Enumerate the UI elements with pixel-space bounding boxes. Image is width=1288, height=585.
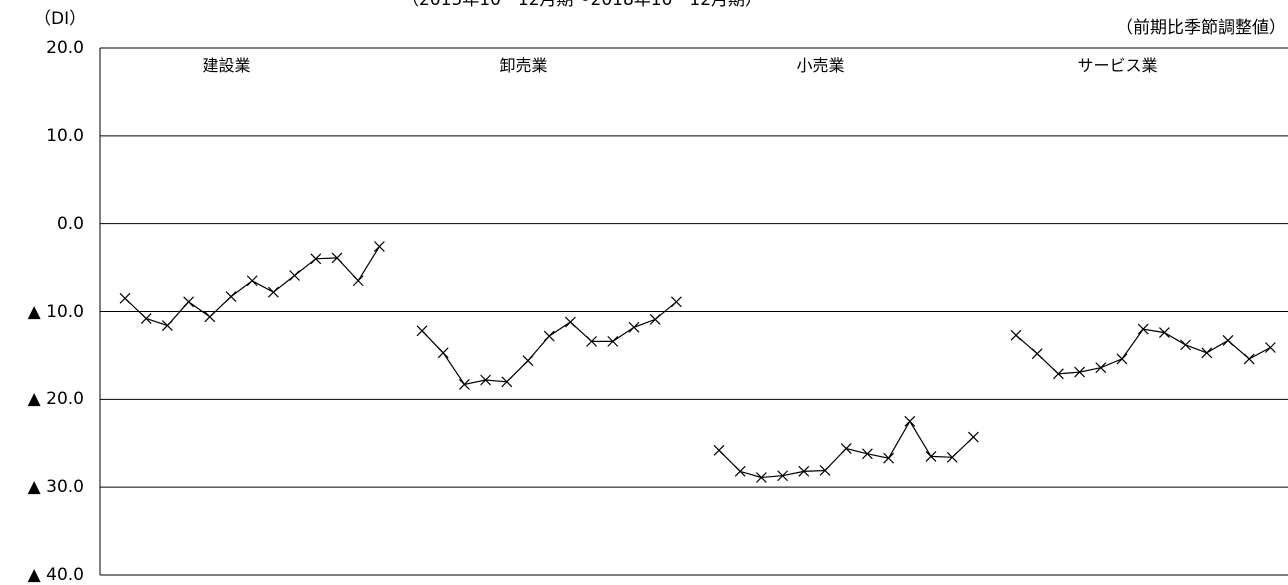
data-point-0-7	[267, 286, 279, 298]
y-tick-label: ▲ 20.0	[27, 389, 84, 410]
data-point-1-7	[564, 316, 576, 328]
y-tick-label: 10.0	[46, 125, 84, 146]
data-point-1-5	[522, 355, 534, 367]
data-point-2-11	[946, 451, 958, 463]
value-note: （前期比季節調整値）	[1116, 18, 1286, 38]
data-point-0-5	[225, 291, 237, 302]
data-point-2-7	[861, 448, 873, 460]
y-tick-label: ▲ 40.0	[27, 565, 84, 585]
data-point-0-4	[204, 311, 216, 323]
data-point-3-2	[1052, 368, 1064, 380]
data-point-1-12	[670, 296, 682, 308]
data-point-0-3	[183, 296, 195, 308]
data-point-3-10	[1222, 335, 1234, 346]
data-point-3-8	[1180, 339, 1192, 351]
data-point-1-8	[586, 335, 598, 347]
data-point-3-5	[1116, 353, 1128, 365]
data-point-1-3	[480, 374, 492, 386]
data-point-2-8	[883, 452, 895, 464]
data-point-2-6	[840, 443, 852, 454]
data-point-0-6	[246, 275, 258, 287]
data-point-3-1	[1031, 348, 1043, 360]
data-point-3-6	[1137, 323, 1149, 335]
y-tick-label: ▲ 30.0	[27, 477, 84, 498]
data-point-3-9	[1201, 347, 1213, 359]
data-point-1-11	[649, 313, 661, 325]
data-point-0-9	[310, 253, 322, 265]
data-point-3-7	[1158, 327, 1170, 339]
data-point-0-11	[352, 275, 364, 287]
data-point-2-0	[713, 444, 725, 456]
data-point-3-11	[1243, 353, 1255, 365]
data-point-1-4	[501, 376, 513, 388]
data-point-3-4	[1095, 362, 1107, 374]
data-point-2-3	[777, 470, 789, 482]
chart-subtitle: （2015年10－12月期～2018年10－12月期）	[402, 0, 763, 10]
y-tick-label: ▲ 10.0	[27, 301, 84, 322]
data-point-1-6	[543, 330, 555, 342]
data-point-1-10	[628, 321, 640, 333]
series-line-2	[718, 420, 974, 479]
panel-label: 小売業	[796, 56, 845, 75]
data-point-1-9	[607, 335, 619, 347]
y-tick-label: 0.0	[56, 213, 84, 234]
data-point-1-1	[437, 347, 449, 359]
data-point-2-12	[967, 431, 979, 443]
panel-label: 建設業	[202, 56, 251, 75]
data-point-3-12	[1264, 342, 1276, 353]
data-point-0-2	[161, 320, 173, 331]
data-point-0-1	[140, 313, 152, 324]
data-point-0-0	[119, 292, 131, 304]
data-point-3-3	[1074, 366, 1086, 378]
data-point-1-0	[416, 325, 428, 337]
data-point-2-10	[925, 451, 937, 462]
data-point-2-4	[798, 465, 810, 477]
data-point-0-10	[331, 252, 343, 264]
series-line-1	[421, 301, 677, 386]
panel-label: サービス業	[1077, 56, 1158, 75]
data-point-2-1	[734, 465, 746, 477]
data-point-2-5	[819, 465, 831, 476]
series-line-0	[124, 246, 380, 327]
panel-label: 卸売業	[499, 56, 548, 75]
data-point-2-2	[755, 472, 767, 483]
data-point-1-2	[458, 378, 470, 390]
y-axis-unit: （DI）	[34, 9, 87, 29]
data-point-3-0	[1010, 329, 1022, 341]
data-point-0-8	[289, 270, 301, 281]
data-point-2-9	[904, 415, 916, 427]
y-tick-label: 20.0	[46, 38, 84, 58]
data-point-0-12	[373, 241, 385, 252]
